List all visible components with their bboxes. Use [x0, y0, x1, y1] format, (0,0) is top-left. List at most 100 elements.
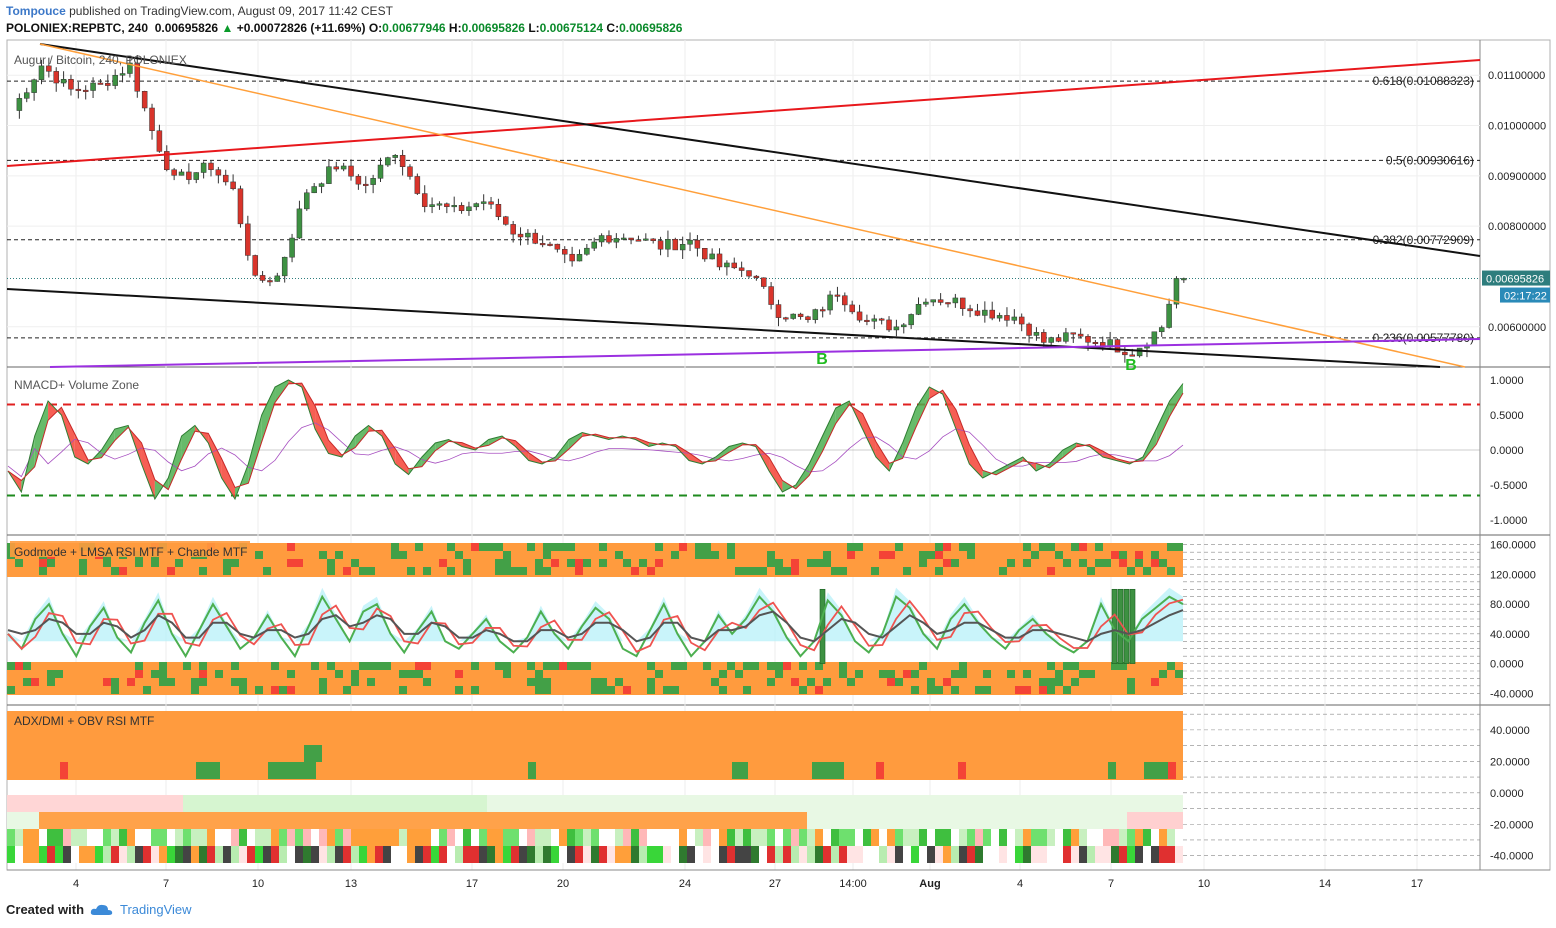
published-text: published on TradingView.com, August 09,…: [69, 4, 393, 18]
obv-heat-cell: [607, 795, 615, 812]
zone-cell: [327, 559, 335, 567]
zone-cell: [191, 686, 199, 694]
obv-heat-cell: [783, 812, 791, 829]
obv-heat-cell: [959, 795, 967, 812]
obv-heat-cell: [239, 846, 247, 863]
obv-heat-cell: [503, 812, 511, 829]
zone-cell: [335, 670, 343, 678]
obv-heat-cell: [119, 846, 127, 863]
obv-heat-cell: [255, 829, 263, 846]
obv-heat-cell: [247, 846, 255, 863]
candle-body: [237, 188, 244, 225]
candle-body: [532, 232, 539, 244]
candle-body: [141, 91, 148, 109]
obv-heat-cell: [607, 812, 615, 829]
obv-heat-cell: [1111, 846, 1119, 863]
candle-body: [539, 243, 546, 246]
obv-heat-cell: [135, 812, 143, 829]
zone-cell: [735, 670, 743, 678]
adx-cell: [1160, 762, 1168, 779]
obv-heat-cell: [15, 846, 23, 863]
zone-cell: [119, 567, 127, 575]
zone-cell: [1095, 559, 1103, 567]
obv-heat-cell: [335, 795, 343, 812]
open-label: O:: [368, 21, 383, 35]
godmode-title-bg: [10, 541, 250, 557]
obv-heat-cell: [103, 795, 111, 812]
obv-heat-cell: [799, 846, 807, 863]
candle-body: [1033, 332, 1040, 336]
obv-heat-cell: [1167, 795, 1175, 812]
obv-heat-cell: [1103, 829, 1111, 846]
obv-heat-cell: [647, 812, 655, 829]
obv-heat-cell: [279, 829, 287, 846]
zone-cell: [655, 670, 663, 678]
zone-cell: [671, 662, 679, 670]
obv-heat-cell: [103, 846, 111, 863]
obv-heat-cell: [519, 812, 527, 829]
obv-heat-cell: [703, 846, 711, 863]
zone-cell: [255, 686, 263, 694]
zone-cell: [135, 559, 143, 567]
zone-cell: [47, 670, 55, 678]
zone-cell: [1151, 678, 1159, 686]
time-axis-tick: 10: [1198, 878, 1210, 890]
last-price: 0.00695826: [154, 21, 219, 35]
obv-heat-cell: [31, 795, 39, 812]
obv-heat-cell: [391, 812, 399, 829]
obv-heat-cell: [535, 795, 543, 812]
zone-cell: [199, 662, 207, 670]
candle-body: [790, 313, 796, 319]
price-change: +0.00072826 (+11.69%): [236, 21, 366, 35]
zone-cell: [1047, 543, 1055, 551]
zone-cell: [47, 678, 55, 686]
obv-heat-cell: [879, 829, 887, 846]
obv-heat-cell: [807, 812, 815, 829]
obv-heat-cell: [431, 846, 439, 863]
candle-body: [856, 311, 863, 321]
obv-heat-cell: [935, 795, 943, 812]
candle-body: [974, 310, 981, 316]
obv-heat-cell: [31, 846, 39, 863]
adx-cell: [836, 762, 844, 779]
obv-heat-cell: [135, 829, 143, 846]
godmode-gray-line: [7, 609, 1184, 643]
obv-heat-cell: [271, 846, 279, 863]
zone-cell: [231, 662, 239, 670]
nmacd-fill-segment: [208, 433, 222, 478]
zone-cell: [543, 551, 551, 559]
author-name[interactable]: Tompouce: [6, 4, 66, 18]
candle-body: [385, 157, 391, 166]
adx-cell: [1168, 762, 1176, 779]
candle-body: [915, 304, 922, 315]
candle-body: [200, 162, 207, 173]
obv-heat-cell: [1103, 795, 1111, 812]
zone-cell: [647, 662, 655, 670]
obv-heat-cell: [847, 829, 855, 846]
zone-cell: [1127, 686, 1135, 694]
zone-cell: [1047, 678, 1055, 686]
obv-heat-cell: [823, 846, 831, 863]
zone-cell: [671, 551, 679, 559]
tradingview-brand[interactable]: TradingView: [120, 902, 192, 917]
nmacd-fill-segment: [929, 387, 943, 399]
candle-body: [982, 309, 988, 316]
obv-heat-cell: [383, 812, 391, 829]
candle-body: [598, 235, 605, 243]
zone-cell: [791, 559, 799, 567]
obv-heat-cell: [359, 812, 367, 829]
price-axis-tick: 0.00800000: [1488, 221, 1546, 233]
obv-heat-cell: [1071, 795, 1079, 812]
candle-body: [97, 82, 104, 85]
zone-cell: [631, 567, 639, 575]
obv-heat-cell: [1047, 795, 1055, 812]
obv-heat-cell: [127, 829, 135, 846]
zone-cell: [967, 543, 975, 551]
zone-cell: [647, 567, 655, 575]
obv-heat-cell: [1015, 812, 1023, 829]
obv-heat-cell: [231, 846, 239, 863]
obv-heat-cell: [183, 846, 191, 863]
obv-heat-cell: [727, 846, 735, 863]
zone-cell: [455, 686, 463, 694]
obv-heat-cell: [1111, 829, 1119, 846]
